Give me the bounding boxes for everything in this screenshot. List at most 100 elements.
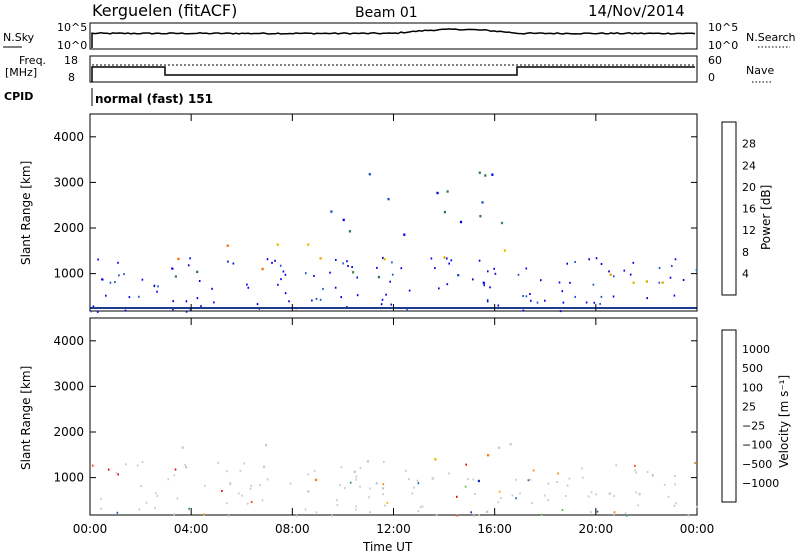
data-cell bbox=[356, 276, 358, 279]
y-tick-label: 4000 bbox=[53, 130, 84, 144]
data-cell bbox=[522, 309, 525, 312]
data-cell bbox=[359, 485, 361, 488]
data-cell bbox=[382, 483, 385, 486]
nsky-label: N.Sky bbox=[3, 31, 35, 44]
data-cell bbox=[355, 505, 358, 508]
data-cell bbox=[91, 464, 94, 467]
nsky-trace bbox=[91, 28, 696, 48]
nave-bottom-tick: 0 bbox=[708, 71, 715, 84]
data-cell bbox=[100, 507, 102, 510]
data-cell bbox=[239, 469, 242, 472]
data-cell bbox=[156, 494, 158, 497]
data-cell bbox=[263, 465, 266, 469]
data-cell bbox=[347, 265, 349, 267]
data-cell bbox=[204, 484, 206, 487]
data-cell bbox=[265, 444, 268, 447]
data-cell bbox=[346, 260, 348, 263]
colorbar-tick-label: −500 bbox=[742, 458, 772, 471]
data-cell bbox=[339, 484, 341, 487]
data-cell bbox=[478, 514, 480, 517]
data-cell bbox=[319, 298, 322, 301]
data-cell bbox=[634, 464, 636, 467]
y-tick-label: 2000 bbox=[53, 221, 84, 235]
data-cell bbox=[561, 290, 564, 293]
data-cell bbox=[658, 281, 661, 284]
data-cell bbox=[600, 263, 603, 265]
data-cell bbox=[522, 295, 524, 297]
data-cell bbox=[673, 504, 676, 507]
data-cell bbox=[157, 285, 159, 288]
data-cell bbox=[500, 497, 502, 500]
data-cell bbox=[483, 284, 485, 287]
site-title: Kerguelen (fitACF) bbox=[92, 1, 237, 20]
data-cell bbox=[247, 286, 250, 289]
y-tick-label: 2000 bbox=[53, 425, 84, 439]
data-cell bbox=[450, 259, 453, 262]
data-cell bbox=[154, 507, 156, 510]
data-cell bbox=[211, 287, 213, 290]
x-tick-label: 12:00 bbox=[376, 522, 411, 536]
data-cell bbox=[557, 472, 559, 475]
data-cell bbox=[558, 281, 561, 284]
data-cell bbox=[173, 513, 175, 516]
data-cell bbox=[256, 303, 259, 306]
data-cell bbox=[527, 479, 530, 482]
velocity-scatter bbox=[91, 443, 699, 517]
data-cell bbox=[417, 510, 420, 513]
data-cell bbox=[682, 279, 685, 281]
x-axis-label: Time UT bbox=[362, 540, 413, 554]
data-cell bbox=[519, 492, 521, 495]
data-cell bbox=[417, 482, 420, 485]
data-cell bbox=[674, 474, 676, 477]
data-cell bbox=[486, 300, 489, 303]
data-cell bbox=[509, 443, 512, 446]
freq-label-2: [MHz] bbox=[5, 66, 37, 79]
velocity-ylabel: Slant Range [km] bbox=[19, 366, 33, 470]
data-cell bbox=[249, 487, 252, 490]
data-cell bbox=[464, 485, 467, 488]
colorbar-tick-label: 500 bbox=[742, 362, 763, 375]
colorbar-tick-label: 8 bbox=[742, 246, 749, 259]
data-cell bbox=[544, 299, 546, 302]
data-cell bbox=[313, 274, 315, 277]
data-cell bbox=[472, 478, 475, 481]
data-cell bbox=[380, 303, 383, 306]
data-cell bbox=[246, 283, 248, 286]
data-cell bbox=[92, 305, 95, 308]
data-cell bbox=[176, 497, 179, 500]
colorbar-tick-label: 1000 bbox=[742, 343, 770, 356]
data-cell bbox=[477, 479, 480, 483]
data-cell bbox=[481, 201, 484, 204]
data-cell bbox=[497, 446, 501, 449]
data-cell bbox=[540, 279, 542, 282]
data-cell bbox=[530, 299, 532, 302]
data-cell bbox=[315, 297, 318, 300]
freq-label-1: Freq. bbox=[19, 54, 46, 67]
data-cell bbox=[156, 290, 158, 293]
data-cell bbox=[547, 499, 549, 502]
data-cell bbox=[100, 497, 102, 500]
data-cell bbox=[359, 466, 362, 469]
data-cell bbox=[645, 280, 648, 283]
data-cell bbox=[307, 490, 310, 493]
data-cell bbox=[313, 469, 316, 472]
data-cell bbox=[171, 267, 174, 270]
data-cell bbox=[562, 301, 565, 304]
data-cell bbox=[381, 487, 385, 490]
data-cell bbox=[284, 273, 287, 276]
data-cell bbox=[391, 261, 393, 264]
data-cell bbox=[638, 492, 641, 496]
data-cell bbox=[226, 244, 229, 247]
colorbar-tick-label: 25 bbox=[742, 400, 756, 413]
data-cell bbox=[241, 494, 243, 497]
data-cell bbox=[352, 271, 355, 274]
data-cell bbox=[315, 511, 318, 514]
data-cell bbox=[289, 482, 292, 485]
data-cell bbox=[661, 281, 664, 284]
data-cell bbox=[585, 301, 588, 304]
data-cell bbox=[491, 173, 494, 176]
data-cell bbox=[266, 258, 269, 261]
power-ylabel: Slant Range [km] bbox=[19, 161, 33, 265]
data-cell bbox=[561, 509, 564, 511]
data-cell bbox=[336, 504, 339, 507]
